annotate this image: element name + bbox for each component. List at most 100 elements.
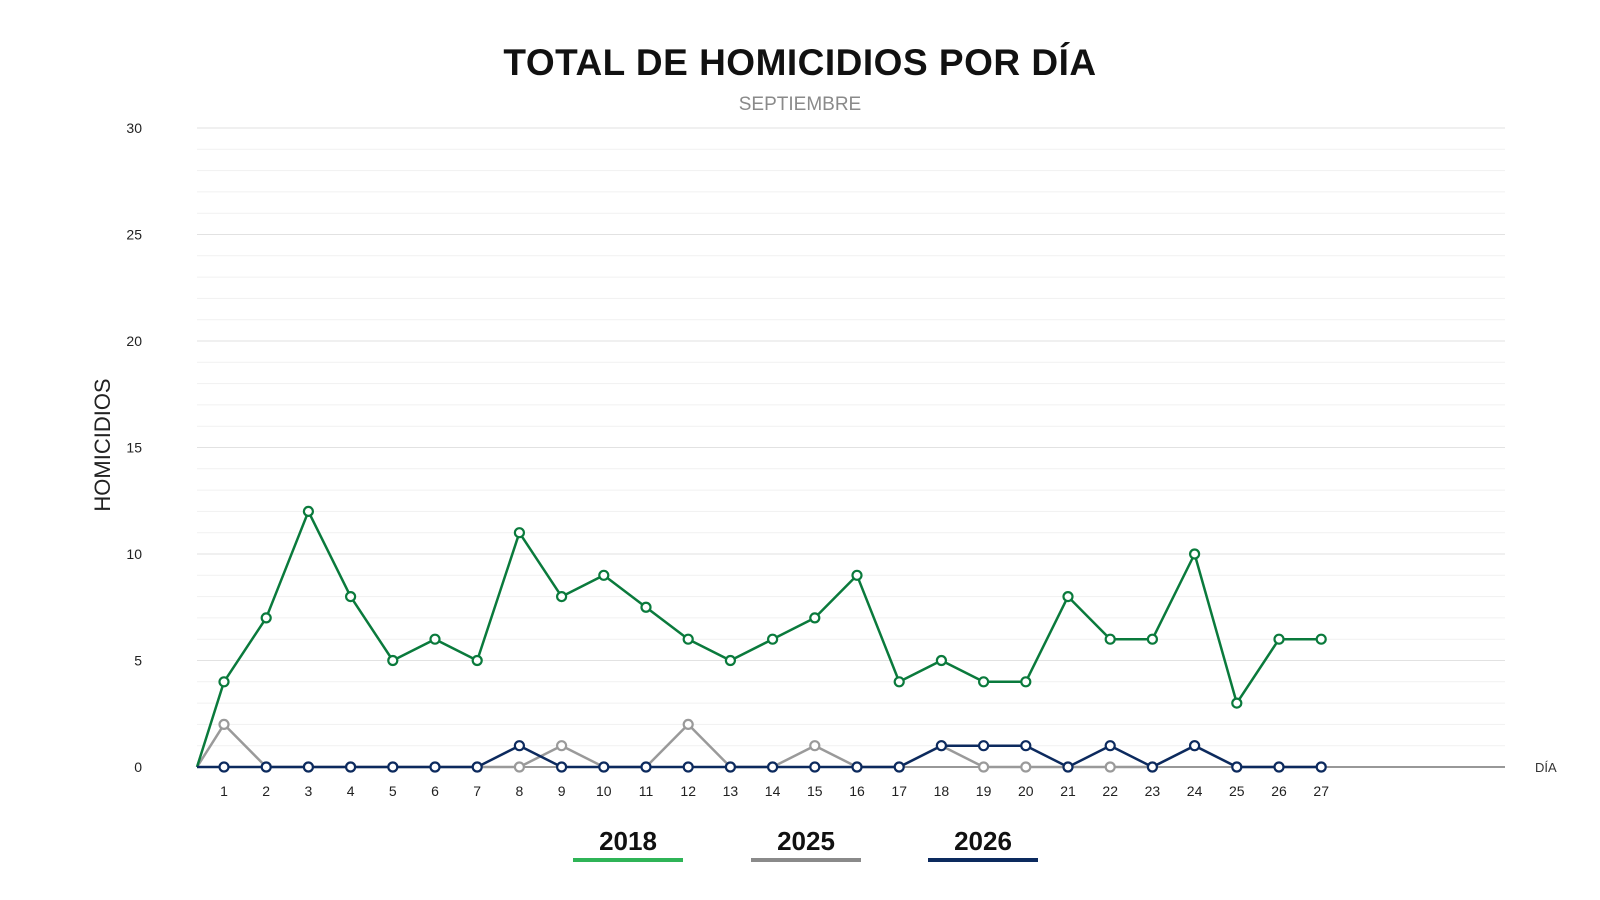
data-point [218, 676, 230, 688]
x-tick-label: 15 [807, 783, 823, 799]
data-point [809, 740, 821, 752]
legend-item-2026: 2026 [928, 826, 1038, 862]
x-tick-label: 8 [516, 783, 524, 799]
x-tick-label: 25 [1229, 783, 1245, 799]
data-point [429, 761, 441, 773]
chart-subtitle: SEPTIEMBRE [738, 94, 862, 115]
data-point [640, 761, 652, 773]
x-tick-label: 4 [347, 783, 355, 799]
x-tick-label: 3 [305, 783, 313, 799]
data-point [766, 761, 779, 773]
x-tick-label: 17 [891, 783, 907, 799]
data-point [682, 718, 694, 731]
data-point [1188, 740, 1201, 752]
data-point [260, 612, 272, 624]
series-2018 [195, 505, 1327, 768]
x-axis-label: DÍA [1535, 760, 1557, 775]
data-point [598, 569, 610, 581]
x-tick-label: 16 [849, 783, 865, 799]
data-point [598, 761, 610, 773]
x-tick-label: 6 [431, 783, 439, 799]
data-point [1231, 697, 1243, 709]
data-point [1146, 633, 1159, 645]
data-point [1104, 761, 1116, 773]
x-tick-label: 10 [596, 783, 612, 799]
data-point [513, 740, 526, 752]
series-2026 [197, 740, 1327, 773]
data-point [1062, 590, 1074, 603]
data-point [218, 761, 230, 773]
x-tick-label: 24 [1187, 783, 1203, 799]
data-point [218, 718, 230, 731]
data-point [302, 761, 314, 773]
data-point [935, 654, 948, 667]
data-point [471, 654, 483, 667]
x-axis-ticks: 1 2 3 4 5 6 7 8 9 10 11 12 13 14 15 16 17 18 19 20 21 22 23 24 2… [220, 783, 1329, 799]
data-point [893, 676, 905, 688]
series-line-2018 [195, 510, 1322, 768]
data-point [935, 740, 948, 752]
data-point [260, 761, 272, 773]
data-point [555, 590, 568, 603]
x-tick-label: 1 [220, 783, 228, 799]
gridlines [197, 127, 1505, 747]
data-point [724, 761, 737, 773]
x-tick-label: 9 [558, 783, 566, 799]
y-tick-label: 5 [134, 653, 142, 669]
x-tick-label: 5 [389, 783, 397, 799]
data-point [851, 569, 863, 581]
data-point [429, 633, 441, 645]
data-point [1273, 761, 1285, 773]
legend-item-2018: 2018 [573, 826, 683, 862]
data-point [724, 654, 737, 667]
data-point [977, 761, 990, 773]
y-axis-ticks: 0 5 10 15 20 25 30 [126, 120, 142, 775]
data-point [1020, 740, 1032, 752]
legend-label: 2025 [777, 826, 835, 856]
data-point [809, 761, 821, 773]
data-point [471, 761, 483, 773]
x-tick-label: 20 [1018, 783, 1034, 799]
data-point [302, 505, 314, 517]
x-tick-label: 2 [262, 783, 270, 799]
data-point [1273, 633, 1285, 645]
x-tick-label: 19 [976, 783, 992, 799]
data-point [1104, 633, 1116, 645]
y-tick-label: 20 [126, 333, 142, 349]
legend-item-2025: 2025 [751, 826, 861, 862]
data-point [1104, 740, 1116, 752]
x-tick-label: 23 [1145, 783, 1161, 799]
data-point [555, 740, 568, 752]
y-tick-label: 0 [134, 759, 142, 775]
data-point [977, 676, 990, 688]
y-tick-label: 30 [126, 120, 142, 136]
data-point [513, 527, 526, 539]
data-point [682, 633, 694, 645]
data-point [387, 761, 399, 773]
data-point [513, 761, 526, 773]
data-point [1146, 761, 1159, 773]
y-tick-label: 15 [126, 440, 142, 456]
series-layer [195, 505, 1327, 773]
data-point [1062, 761, 1074, 773]
x-tick-label: 21 [1060, 783, 1076, 799]
y-axis-label: HOMICIDIOS [90, 378, 115, 511]
data-point [1315, 633, 1327, 645]
data-point [345, 761, 357, 773]
x-tick-label: 14 [765, 783, 781, 799]
x-tick-label: 13 [723, 783, 739, 799]
legend-swatch-2018 [573, 858, 683, 862]
legend-swatch-2026 [928, 858, 1038, 862]
data-point [1315, 761, 1327, 773]
x-tick-label: 27 [1313, 783, 1329, 799]
data-point [1188, 548, 1201, 560]
data-point [555, 761, 568, 773]
x-tick-label: 12 [680, 783, 696, 799]
y-tick-label: 25 [126, 227, 142, 243]
data-point [682, 761, 694, 773]
chart-title: TOTAL DE HOMICIDIOS POR DÍA [503, 42, 1097, 83]
y-tick-label: 10 [126, 546, 142, 562]
legend: 2018 2025 2026 [0, 826, 1600, 876]
data-point [893, 761, 905, 773]
